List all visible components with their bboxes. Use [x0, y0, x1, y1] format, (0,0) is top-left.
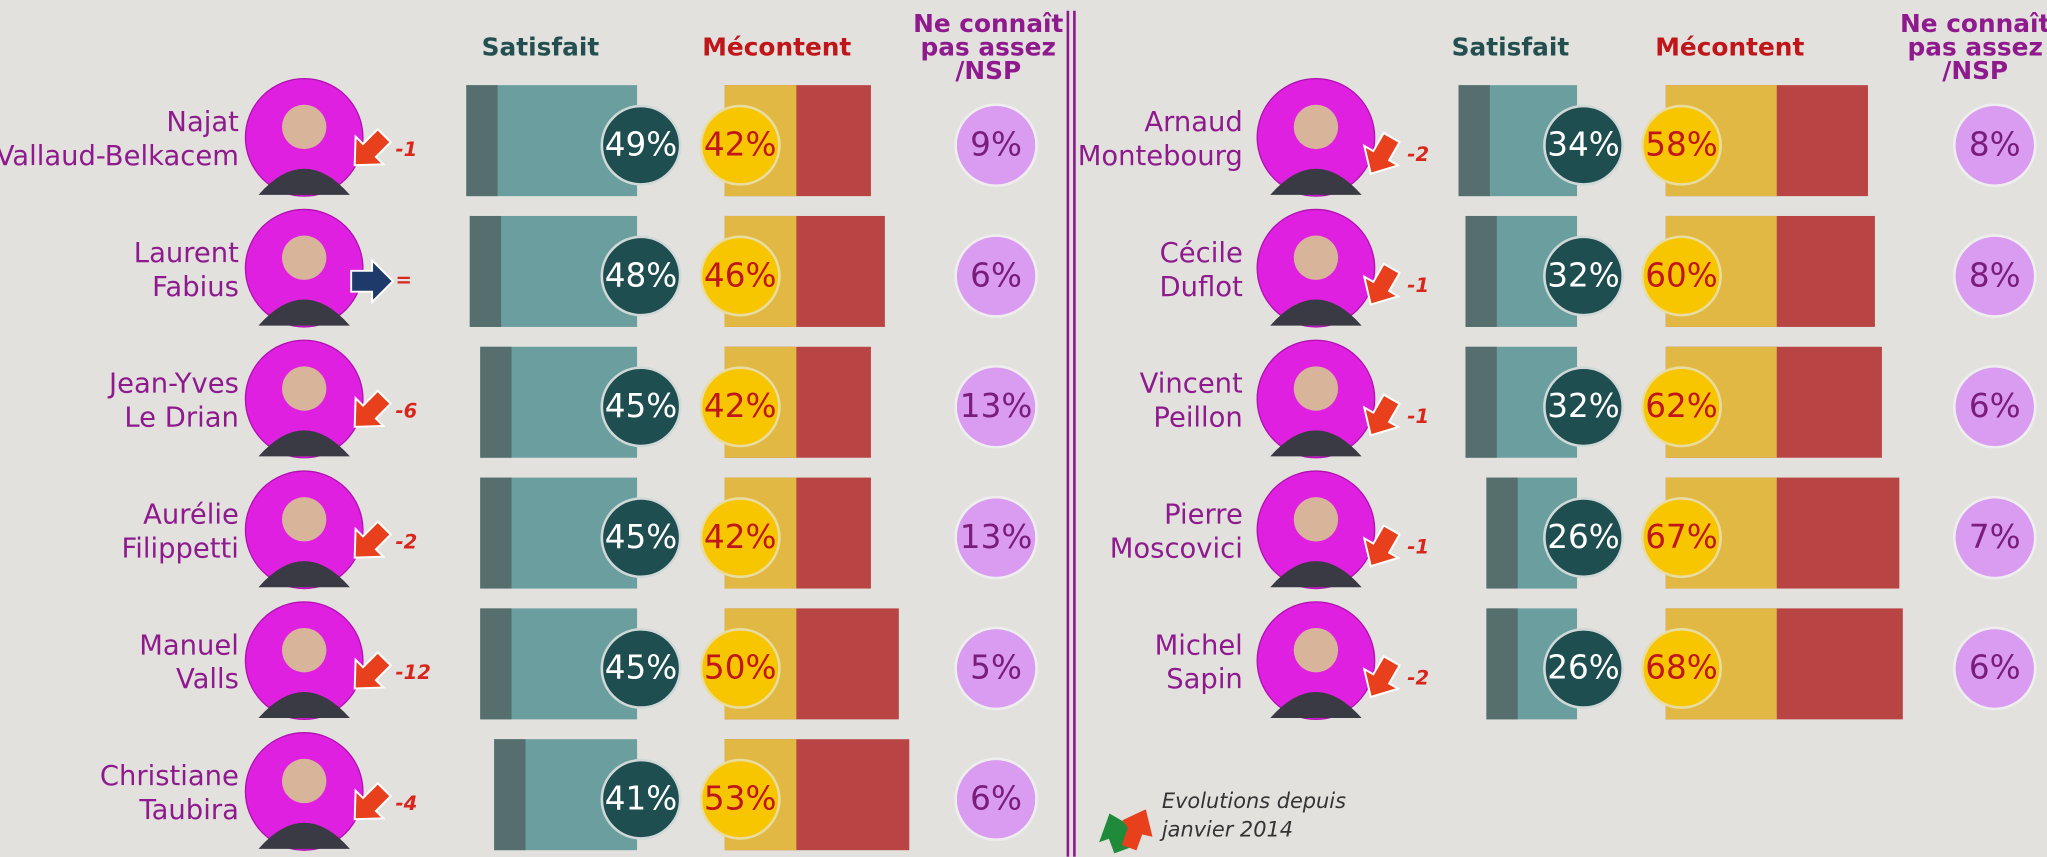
value-label: 32% — [1547, 387, 1620, 425]
photo-head — [282, 759, 326, 803]
value-label: 13% — [960, 387, 1033, 425]
evolution-label: -2 — [1407, 143, 1429, 166]
photo — [1257, 340, 1374, 457]
photo — [1257, 602, 1374, 719]
value-label: 58% — [1645, 126, 1718, 164]
legend-label: Ne connaîtpas assez/NSP — [1900, 9, 2047, 85]
value-label: 32% — [1547, 256, 1620, 294]
photo — [1257, 209, 1374, 326]
value-label: 26% — [1547, 649, 1620, 687]
photo-head — [282, 236, 326, 280]
evolution-label: -2 — [1407, 666, 1429, 689]
legend-label: Mécontent — [1655, 33, 1804, 62]
evolution-label: -12 — [396, 661, 431, 684]
value-label: 42% — [704, 126, 777, 164]
value-label: 68% — [1645, 649, 1718, 687]
photo-head — [282, 497, 326, 541]
bar-segment — [1459, 85, 1490, 196]
value-label: 6% — [1969, 649, 2021, 687]
evolution-label: -6 — [396, 400, 418, 423]
value-label: 53% — [704, 780, 777, 818]
bar-segment — [494, 739, 525, 850]
value-label: 49% — [605, 126, 678, 164]
value-label: 26% — [1547, 518, 1620, 556]
value-label: 42% — [704, 518, 777, 556]
photo — [245, 340, 362, 457]
legend-label: Satisfait — [482, 33, 600, 62]
category-label: MichelSapin — [1155, 630, 1243, 695]
category-label: LaurentFabius — [134, 237, 239, 302]
value-label: 45% — [605, 518, 678, 556]
photo — [245, 733, 362, 850]
photo-head — [1294, 366, 1338, 410]
value-label: 8% — [1969, 126, 2021, 164]
value-label: 50% — [704, 649, 777, 687]
category-label: ArnaudMontebourg — [1078, 107, 1243, 172]
chart: Evolutions depuisjanvier 2014 Satisfait M… — [0, 0, 2047, 857]
value-label: 7% — [1969, 518, 2021, 556]
bar-segment — [470, 216, 501, 327]
evolution-label: -2 — [396, 530, 418, 553]
photo-head — [1294, 497, 1338, 541]
bar-segment — [1486, 608, 1517, 719]
photo — [245, 602, 362, 719]
photo — [1257, 471, 1374, 588]
value-label: 34% — [1547, 126, 1620, 164]
value-label: 62% — [1645, 387, 1718, 425]
legend-icon — [1091, 803, 1160, 857]
bar-segment — [1465, 216, 1496, 327]
photo — [1257, 79, 1374, 196]
evolution-label: -1 — [1407, 536, 1429, 559]
photo-head — [1294, 628, 1338, 672]
photo — [245, 471, 362, 588]
value-label: 8% — [1969, 256, 2021, 294]
photo-head — [1294, 236, 1338, 280]
bar-segment — [1465, 347, 1496, 458]
photo-head — [1294, 105, 1338, 149]
value-label: 6% — [970, 256, 1022, 294]
value-label: 6% — [970, 780, 1022, 818]
photo-head — [282, 366, 326, 410]
category-label: NajatVallaud-Belkacem — [0, 107, 239, 172]
value-label: 46% — [704, 256, 777, 294]
bar-segment — [480, 608, 511, 719]
bar-segment — [480, 478, 511, 589]
value-label: 67% — [1645, 518, 1718, 556]
value-label: 48% — [605, 256, 678, 294]
photo-head — [282, 105, 326, 149]
value-label: 60% — [1645, 256, 1718, 294]
value-label: 9% — [970, 126, 1022, 164]
bar-segment — [1486, 478, 1517, 589]
photo — [245, 209, 362, 326]
value-label: 42% — [704, 387, 777, 425]
evolution-label: -1 — [396, 138, 418, 161]
legend-label: Mécontent — [702, 33, 851, 62]
value-label: 13% — [960, 518, 1033, 556]
value-label: 5% — [970, 649, 1022, 687]
evolution-label: -1 — [1407, 405, 1429, 428]
evolution-label: -1 — [1407, 274, 1429, 297]
bar-segment — [466, 85, 497, 196]
photo-head — [282, 628, 326, 672]
bar-segment — [480, 347, 511, 458]
value-label: 45% — [605, 387, 678, 425]
value-label: 45% — [605, 649, 678, 687]
value-label: 6% — [1969, 387, 2021, 425]
legend-label: Satisfait — [1452, 33, 1570, 62]
evolution-label: -4 — [396, 792, 418, 815]
photo — [245, 79, 362, 196]
value-label: 41% — [605, 780, 678, 818]
evolution-label: = — [396, 269, 412, 292]
